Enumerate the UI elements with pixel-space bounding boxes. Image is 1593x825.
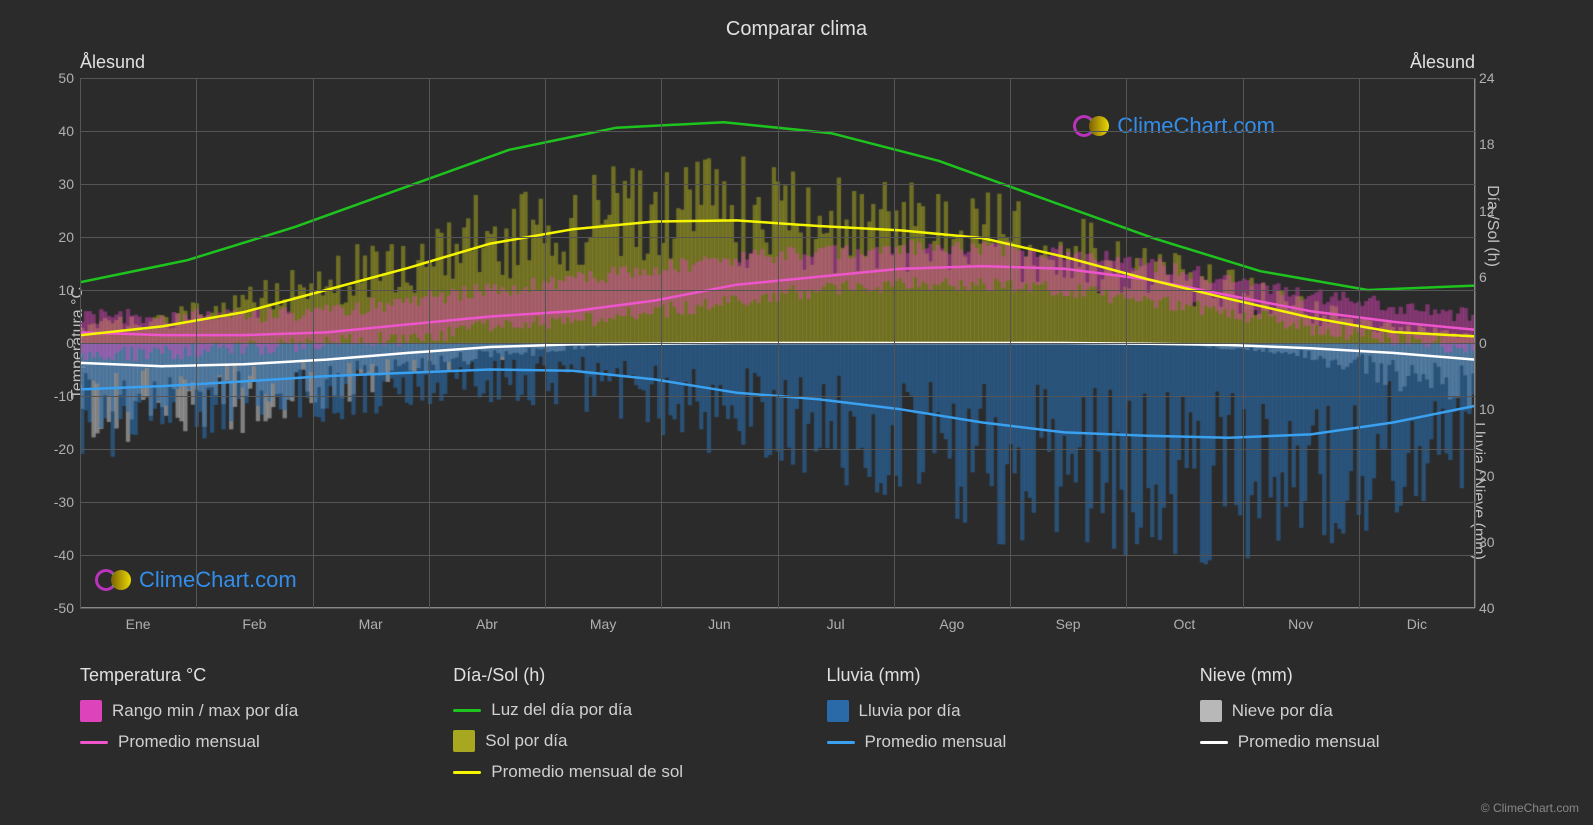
swatch-box-icon	[827, 700, 849, 722]
xtick: Ene	[126, 616, 151, 632]
xtick: Mar	[359, 616, 383, 632]
swatch-box-icon	[1200, 700, 1222, 722]
ytick-left: 40	[40, 123, 74, 139]
climechart-logo-icon	[95, 568, 133, 592]
legend-item: Promedio mensual	[827, 732, 1160, 752]
legend-item: Nieve por día	[1200, 700, 1533, 722]
legend-label: Rango min / max por día	[112, 701, 298, 721]
ytick-right: 30	[1479, 534, 1509, 550]
ytick-right: 24	[1479, 70, 1509, 86]
xtick: Ago	[939, 616, 964, 632]
legend-label: Promedio mensual	[865, 732, 1007, 752]
ytick-right: 40	[1479, 600, 1509, 616]
swatch-line-icon	[80, 741, 108, 744]
ytick-right: 6	[1479, 269, 1509, 285]
swatch-box-icon	[453, 730, 475, 752]
watermark-top: ClimeChart.com	[1073, 113, 1275, 139]
legend-title: Día-/Sol (h)	[453, 665, 786, 686]
watermark-text: ClimeChart.com	[1117, 113, 1275, 139]
ytick-right: 20	[1479, 468, 1509, 484]
chart-title: Comparar clima	[0, 0, 1593, 41]
legend-item: Luz del día por día	[453, 700, 786, 720]
climechart-logo-icon	[1073, 114, 1111, 138]
xtick: Jun	[708, 616, 731, 632]
legend: Temperatura °C Rango min / max por día Pro…	[80, 665, 1533, 792]
legend-label: Promedio mensual	[118, 732, 260, 752]
xtick: May	[590, 616, 616, 632]
ytick-right: 10	[1479, 401, 1509, 417]
xtick: Feb	[242, 616, 266, 632]
copyright: © ClimeChart.com	[1481, 801, 1579, 815]
legend-title: Temperatura °C	[80, 665, 413, 686]
ytick-left: -40	[40, 547, 74, 563]
legend-item: Sol por día	[453, 730, 786, 752]
chart-area: Ålesund Ålesund Temperatura °C Día-/Sol …	[80, 60, 1475, 630]
xtick: Abr	[476, 616, 498, 632]
ytick-left: -30	[40, 494, 74, 510]
ytick-right: 0	[1479, 335, 1509, 351]
ytick-left: 30	[40, 176, 74, 192]
legend-item: Promedio mensual	[80, 732, 413, 752]
legend-title: Nieve (mm)	[1200, 665, 1533, 686]
xtick: Sep	[1056, 616, 1081, 632]
ytick-left: 20	[40, 229, 74, 245]
legend-item: Promedio mensual de sol	[453, 762, 786, 782]
legend-item: Lluvia por día	[827, 700, 1160, 722]
plot-region: Temperatura °C Día-/Sol (h) Lluvia / Nie…	[80, 78, 1475, 608]
swatch-line-icon	[453, 771, 481, 774]
ytick-left: -10	[40, 388, 74, 404]
ytick-left: 50	[40, 70, 74, 86]
ytick-left: -50	[40, 600, 74, 616]
ytick-right: 12	[1479, 203, 1509, 219]
legend-column: Temperatura °C Rango min / max por día Pro…	[80, 665, 413, 792]
xtick: Nov	[1288, 616, 1313, 632]
legend-item: Promedio mensual	[1200, 732, 1533, 752]
y-axis-right-top-label: Día-/Sol (h)	[1483, 185, 1501, 267]
xtick: Dic	[1407, 616, 1427, 632]
ytick-left: 10	[40, 282, 74, 298]
xtick: Jul	[827, 616, 845, 632]
watermark-text: ClimeChart.com	[139, 567, 297, 593]
legend-label: Luz del día por día	[491, 700, 632, 720]
legend-label: Nieve por día	[1232, 701, 1333, 721]
legend-label: Promedio mensual de sol	[491, 762, 683, 782]
city-label-right: Ålesund	[1410, 52, 1475, 73]
legend-item: Rango min / max por día	[80, 700, 413, 722]
legend-label: Promedio mensual	[1238, 732, 1380, 752]
legend-label: Sol por día	[485, 731, 567, 751]
ytick-left: -20	[40, 441, 74, 457]
legend-column: Lluvia (mm) Lluvia por día Promedio mensua…	[827, 665, 1160, 792]
ytick-right: 18	[1479, 136, 1509, 152]
legend-column: Nieve (mm) Nieve por día Promedio mensual	[1200, 665, 1533, 792]
xtick: Oct	[1173, 616, 1195, 632]
ytick-left: 0	[40, 335, 74, 351]
legend-title: Lluvia (mm)	[827, 665, 1160, 686]
legend-label: Lluvia por día	[859, 701, 961, 721]
city-label-left: Ålesund	[80, 52, 145, 73]
legend-column: Día-/Sol (h) Luz del día por día Sol por d…	[453, 665, 786, 792]
swatch-line-icon	[1200, 741, 1228, 744]
swatch-line-icon	[827, 741, 855, 744]
swatch-line-icon	[453, 709, 481, 712]
swatch-box-icon	[80, 700, 102, 722]
